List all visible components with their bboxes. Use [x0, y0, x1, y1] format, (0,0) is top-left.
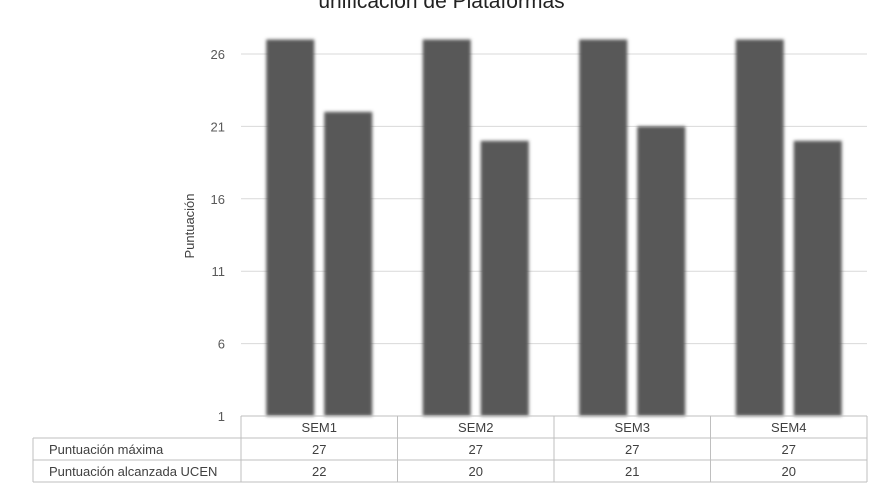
bars — [266, 39, 842, 417]
table-value-cell: 20 — [469, 464, 483, 479]
chart-title: unificación de Plataformas — [318, 0, 565, 13]
table-value-cell: 27 — [312, 442, 326, 457]
x-category-label: SEM1 — [302, 420, 337, 435]
bar-maxima-sem2 — [422, 39, 471, 417]
bar-ucen-sem3 — [637, 126, 686, 417]
table-value-cell: 27 — [469, 442, 483, 457]
y-tick-label: 26 — [211, 47, 225, 62]
y-tick-label: 11 — [212, 264, 226, 279]
table-value-cell: 27 — [625, 442, 639, 457]
bar-ucen-sem2 — [480, 140, 529, 416]
table-value-cell: 20 — [782, 464, 796, 479]
x-category-label: SEM4 — [771, 420, 806, 435]
bar-ucen-sem1 — [324, 111, 373, 417]
y-axis-label: Puntuación — [182, 193, 197, 258]
bar-maxima-sem3 — [579, 39, 628, 417]
table-value-cell: 27 — [782, 442, 796, 457]
y-tick-label: 16 — [211, 192, 225, 207]
y-tick-label: 21 — [211, 119, 225, 134]
table-value-cell: 22 — [312, 464, 326, 479]
bar-maxima-sem4 — [735, 39, 784, 417]
bar-ucen-sem4 — [793, 140, 842, 416]
table-series-name: Puntuación máxima — [49, 442, 164, 457]
bar-maxima-sem1 — [266, 39, 315, 417]
x-category-label: SEM3 — [615, 420, 650, 435]
data-table: SEM1 SEM2 SEM3 SEM4 Puntuación máxima 27 27 27 2… — [32, 415, 868, 483]
y-tick-label: 1 — [218, 409, 225, 424]
table-value-cell: 21 — [625, 464, 639, 479]
x-category-label: SEM2 — [458, 420, 493, 435]
y-tick-label: 6 — [218, 337, 225, 352]
table-series-name: Puntuación alcanzada UCEN — [49, 464, 217, 479]
